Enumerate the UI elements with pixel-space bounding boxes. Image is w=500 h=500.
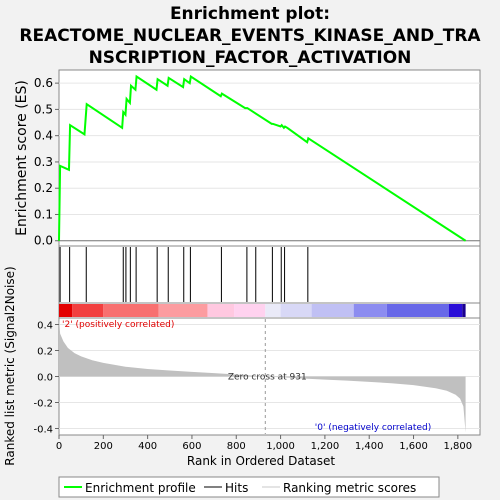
metric-x-tick-label: 1,200 — [311, 441, 340, 452]
metric-x-tick-label: 600 — [182, 441, 201, 452]
es-y-tick-label: 0.1 — [34, 207, 53, 221]
es-y-axis-label: Enrichment score (ES) — [14, 80, 30, 236]
es-y-tick-label: 0.0 — [34, 234, 53, 248]
colorbar-segment — [59, 304, 73, 317]
metric-x-tick-label: 1,000 — [266, 441, 295, 452]
metric-x-tick-label: 1,400 — [355, 441, 384, 452]
es-panel-frame — [58, 69, 481, 247]
colorbar-segment — [353, 304, 387, 317]
metric-y-axis-label: Ranked list metric (Signal2Noise) — [3, 266, 17, 465]
es-y-tick-label: 0.2 — [34, 181, 53, 195]
metric-area — [59, 316, 466, 433]
es-y-tick-label: 0.3 — [34, 155, 53, 169]
colorbar-segment — [448, 304, 463, 317]
chart-title-line1: Enrichment plot: — [170, 4, 330, 24]
legend-box — [58, 476, 440, 498]
legend-hits-label: Hits — [225, 481, 248, 495]
colorbar-segment — [265, 304, 281, 317]
ranked-colorbar — [59, 304, 466, 317]
es-y-tick-label: 0.6 — [34, 76, 53, 90]
positive-correlated-label: '2' (positively correlated) — [62, 320, 174, 330]
negative-correlated-label: '0' (negatively correlated) — [315, 423, 431, 433]
colorbar-segment — [386, 304, 449, 317]
colorbar-segment — [158, 304, 208, 317]
legend-es-label: Enrichment profile — [85, 481, 196, 495]
metric-y-tick-label: 0.0 — [37, 373, 53, 384]
hit-markers — [59, 247, 309, 302]
metric-x-tick-label: 1,600 — [399, 441, 428, 452]
colorbar-segment — [103, 304, 159, 317]
zero-cross-label: Zero cross at 931 — [228, 373, 307, 383]
colorbar-segment — [234, 304, 266, 317]
metric-x-ticks: 0 200 400 600 800 1,000 1,200 1,400 1,600 1,800 — [56, 435, 472, 452]
hits-panel-frame — [58, 245, 481, 304]
metric-y-tick-label: -0.4 — [33, 425, 53, 436]
metric-y-tick-label: -0.2 — [33, 399, 53, 410]
legend-metric-label: Ranking metric scores — [283, 481, 416, 495]
metric-y-tick-label: 0.4 — [37, 321, 53, 332]
metric-x-tick-label: 400 — [138, 441, 157, 452]
metric-x-tick-label: 200 — [94, 441, 113, 452]
chart-title-line3: NSCRIPTION_FACTOR_ACTIVATION — [89, 48, 412, 68]
es-y-ticks: 0.0 0.1 0.2 0.3 0.4 0.5 0.6 — [34, 76, 59, 248]
es-gridlines — [59, 82, 480, 242]
metric-x-axis-label: Rank in Ordered Dataset — [187, 454, 335, 468]
es-y-tick-label: 0.5 — [34, 102, 53, 116]
metric-y-tick-label: 0.2 — [37, 347, 53, 358]
es-profile-line — [58, 74, 467, 242]
metric-x-tick-label: 0 — [56, 441, 62, 452]
colorbar-segment — [280, 304, 312, 317]
colorbar-segment — [311, 304, 354, 317]
chart-title-line2: REACTOME_NUCLEAR_EVENTS_KINASE_AND_TRA — [19, 26, 481, 46]
es-y-tick-label: 0.4 — [34, 129, 53, 143]
metric-x-tick-label: 800 — [227, 441, 246, 452]
colorbar-segment — [72, 304, 104, 317]
colorbar-segment — [207, 304, 235, 317]
metric-x-tick-label: 1,800 — [444, 441, 473, 452]
metric-y-ticks: -0.4 -0.2 0.0 0.2 0.4 — [33, 321, 59, 436]
colorbar-segment — [462, 304, 466, 317]
